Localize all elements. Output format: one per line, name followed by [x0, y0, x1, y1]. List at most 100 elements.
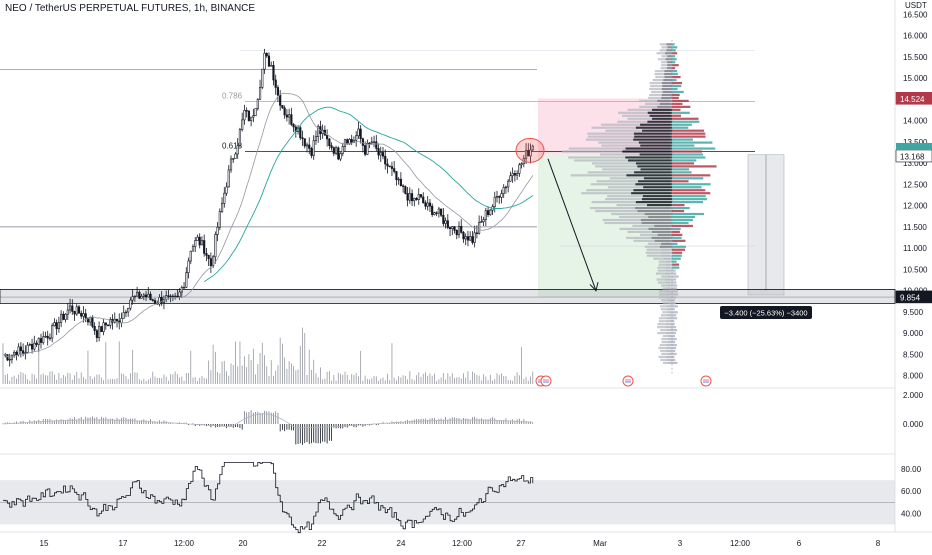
candle-body: [504, 186, 508, 189]
candle-body: [75, 306, 78, 315]
event-flag-icon: [540, 375, 552, 387]
candle-body: [191, 246, 195, 252]
profile-bar-right: [672, 272, 677, 275]
arrow-head: [589, 282, 599, 292]
candle-body: [77, 306, 81, 314]
profile-bar-mid: [667, 337, 672, 341]
volume-bars: [2, 327, 534, 384]
profile-bar-right: [672, 206, 690, 210]
profile-bar-mid: [647, 204, 672, 207]
fib-label: 0.786: [222, 91, 243, 100]
profile-bar-right: [672, 162, 695, 165]
profile-bar-left: [585, 138, 634, 141]
profile-bar-right: [672, 43, 675, 46]
profile-bar-mid: [640, 168, 672, 171]
profile-bar-left: [596, 180, 639, 183]
profile-bar-left: [655, 272, 665, 275]
profile-bar-mid: [641, 221, 672, 225]
candle-body: [124, 311, 128, 314]
profile-bar-left: [658, 320, 667, 323]
profile-bar-left: [660, 329, 667, 332]
profile-bar-mid: [625, 156, 672, 159]
candle-body: [292, 124, 295, 128]
profile-bar-right: [672, 323, 675, 326]
candle-body: [214, 234, 217, 258]
candle-body: [261, 68, 264, 88]
profile-bar-mid: [657, 105, 672, 108]
annotations: −3.400 (−25.63%) −3400: [515, 137, 812, 387]
profile-bar-mid: [666, 343, 672, 347]
time-tick-label: 15: [40, 539, 49, 548]
profile-bar-mid: [643, 186, 672, 189]
profile-bar-left: [602, 218, 641, 222]
candle-body: [399, 178, 402, 187]
profile-bar-left: [626, 236, 652, 239]
candle-body: [435, 212, 438, 214]
profile-bar-right: [672, 171, 692, 174]
profile-bar-mid: [640, 218, 672, 222]
profile-bar-mid: [631, 192, 672, 195]
profile-bar-right: [672, 254, 682, 257]
profile-bar-mid: [665, 355, 672, 359]
candle-body: [507, 180, 510, 188]
profile-bar-mid: [657, 99, 672, 103]
candle-body: [178, 291, 181, 297]
candle-body: [440, 208, 443, 216]
candle-body: [203, 240, 206, 254]
candle-body: [364, 145, 367, 155]
profile-bar-right: [672, 305, 678, 308]
price-tick-label: 11.000: [903, 244, 927, 253]
candle-body: [281, 105, 284, 109]
profile-bar-left: [609, 177, 644, 180]
profile-bar-mid: [666, 293, 672, 296]
profile-bar-right: [672, 52, 678, 55]
candle-body: [480, 221, 483, 223]
macd-tick-label: 2.000: [903, 391, 924, 400]
profile-bar-left: [646, 248, 661, 251]
profile-bar-left: [618, 111, 648, 114]
candle-body: [455, 229, 458, 236]
candle-body: [375, 141, 378, 149]
profile-bar-left: [633, 239, 655, 242]
profile-bar-left: [661, 61, 668, 64]
profile-bar-left: [604, 221, 642, 225]
profile-bar-left: [632, 224, 655, 228]
candle-body: [288, 114, 291, 118]
candle-body: [415, 198, 418, 200]
profile-bar-right: [672, 55, 676, 58]
time-tick-label: 17: [119, 539, 128, 548]
profile-bar-left: [657, 281, 666, 284]
candle-body: [122, 312, 125, 319]
candle-body: [422, 196, 425, 204]
profile-bar-right: [672, 302, 676, 305]
profile-bar-right: [672, 81, 682, 85]
profile-bar-left: [646, 254, 661, 257]
candle-body: [196, 236, 199, 241]
candle-body: [55, 322, 58, 330]
profile-bar-mid: [638, 180, 672, 183]
candle-body: [174, 295, 177, 298]
candle-body: [397, 178, 400, 181]
candle-body: [312, 140, 315, 156]
candle-body: [408, 193, 411, 201]
profile-bar-mid: [659, 102, 672, 105]
profile-bar-mid: [654, 224, 672, 228]
candle-body: [42, 336, 45, 343]
price-tag-box: [895, 91, 932, 105]
profile-bar-mid: [665, 278, 672, 281]
profile-bar-mid: [651, 236, 672, 239]
candle-body: [379, 152, 382, 156]
profile-bar-mid: [639, 153, 672, 156]
profile-bar-left: [653, 257, 664, 260]
profile-bar-right: [672, 299, 675, 302]
profile-bar-right: [672, 201, 704, 204]
candle-body: [131, 296, 134, 301]
profile-bar-mid: [666, 49, 672, 52]
profile-bar-mid: [666, 320, 672, 323]
candle-body: [238, 129, 242, 146]
candle-body: [402, 185, 405, 187]
candle-body: [30, 344, 34, 350]
profile-bar-right: [672, 114, 681, 117]
